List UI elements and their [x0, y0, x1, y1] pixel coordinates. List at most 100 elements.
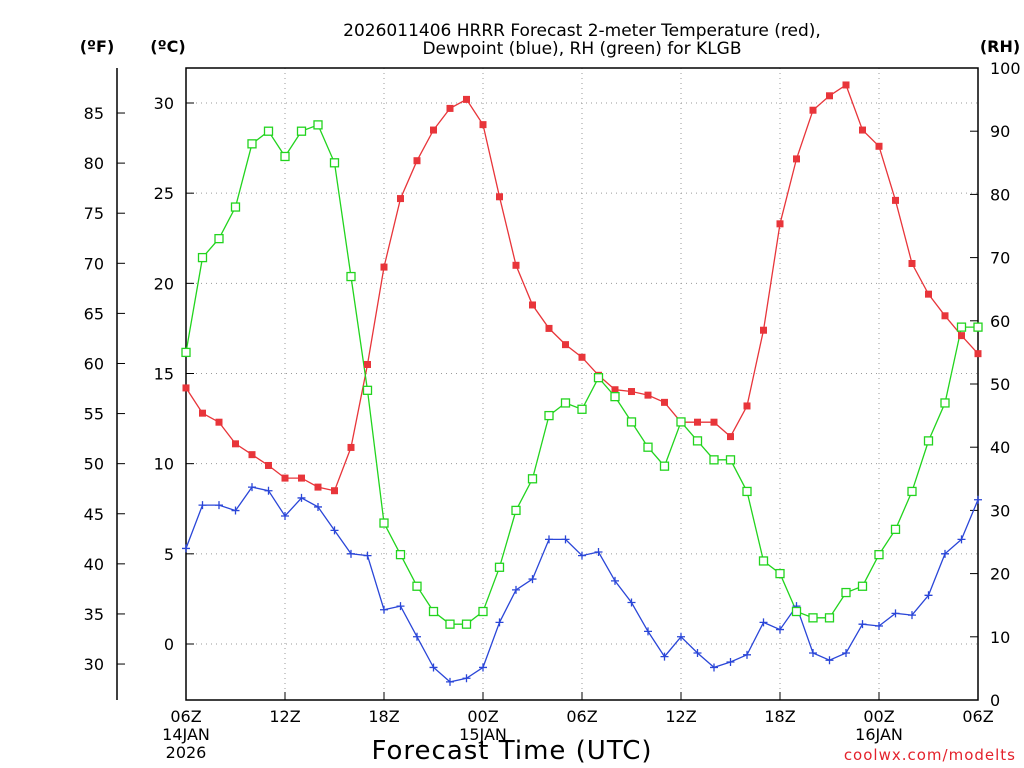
fahrenheit-tick-label: 60 [84, 354, 104, 373]
temperature-data-point [793, 155, 800, 163]
temperature-data-point [578, 353, 586, 361]
rh-unit-label: (RH) [980, 37, 1020, 56]
rh-data-point [874, 549, 884, 560]
x-tick-label: 15JAN [459, 725, 507, 744]
rh-data-point [593, 373, 604, 383]
temperature-data-point [298, 474, 305, 482]
celsius-unit-label: (ºC) [150, 37, 185, 56]
rh-tick-label: 60 [990, 312, 1010, 331]
dewpoint-data-point [726, 658, 735, 667]
temperature-data-point [331, 487, 338, 495]
dewpoint-data-point [957, 535, 966, 544]
rh-data-point [494, 562, 505, 572]
temperature-data-point [958, 332, 965, 340]
dewpoint-data-point [495, 618, 504, 627]
temperature-data-point [199, 409, 206, 417]
rh-data-point [940, 398, 950, 408]
temperature-data-point [628, 388, 635, 396]
dewpoint-data-point [594, 548, 603, 557]
dewpoint-data-point [347, 549, 355, 558]
rh-data-point [758, 556, 769, 566]
rh-data-point [775, 568, 785, 579]
rh-data-point [197, 252, 208, 263]
rh-tick-label: 50 [990, 375, 1010, 394]
temperature-data-point [182, 384, 190, 392]
rh-data-point [808, 613, 818, 623]
dewpoint-data-point [314, 502, 322, 511]
rh-data-point [181, 347, 191, 358]
rh-data-point [263, 126, 274, 136]
fahrenheit-tick-label: 45 [84, 505, 104, 524]
temperature-data-point [925, 290, 932, 298]
rh-data-point [280, 151, 290, 162]
rh-tick-label: 0 [990, 691, 1000, 710]
celsius-tick-label: 20 [154, 274, 174, 293]
rh-data-point [676, 417, 686, 427]
dewpoint-data-point [281, 511, 289, 520]
temperature-data-point [974, 350, 982, 358]
temperature-data-point [941, 312, 949, 320]
rh-data-point [230, 202, 241, 212]
fahrenheit-tick-label: 65 [84, 304, 104, 323]
dewpoint-data-point [875, 621, 883, 630]
temperature-data-point [397, 195, 404, 203]
temperature-data-point [776, 220, 784, 228]
rh-data-point [296, 126, 307, 136]
temperature-data-point [826, 92, 833, 100]
rh-tick-label: 10 [990, 628, 1010, 647]
rh-data-point [659, 461, 670, 471]
rh-data-point [956, 322, 967, 332]
dewpoint-data-point [693, 649, 702, 658]
celsius-tick-label: 30 [154, 94, 174, 113]
rh-data-point [247, 139, 257, 149]
temperature-data-point [413, 157, 421, 165]
rh-data-point [544, 410, 554, 421]
rh-data-point [841, 587, 851, 598]
dewpoint-data-point [182, 544, 190, 553]
temperature-data-point [545, 324, 553, 332]
dewpoint-data-point [231, 506, 240, 515]
temperature-data-point [248, 451, 256, 459]
temperature-data-point [215, 418, 223, 426]
x-tick-label: 18Z [764, 707, 795, 726]
dewpoint-data-point [479, 663, 487, 672]
credit-text: coolwx.com/modelts [844, 746, 1016, 764]
dewpoint-data-point [215, 501, 223, 510]
dewpoint-data-point [710, 663, 718, 672]
rh-tick-label: 40 [990, 438, 1010, 457]
dewpoint-data-point [363, 551, 372, 560]
rh-tick-label: 90 [990, 122, 1010, 141]
dewpoint-data-point [198, 501, 207, 510]
x-tick-label: 12Z [665, 707, 696, 726]
dewpoint-data-point [858, 620, 867, 629]
temperature-data-point [644, 391, 652, 399]
rh-data-point [923, 436, 934, 446]
rh-data-point [527, 474, 538, 484]
rh-data-point [478, 606, 488, 617]
rh-data-point [610, 391, 620, 402]
celsius-tick-label: 10 [154, 455, 174, 474]
dewpoint-data-point [528, 575, 537, 584]
fahrenheit-tick-label: 30 [84, 655, 104, 674]
temperature-data-point [232, 440, 239, 448]
x-tick-label: 16JAN [855, 725, 903, 744]
rh-data-point [973, 322, 983, 332]
temperature-data-point [842, 81, 850, 89]
rh-data-point [857, 581, 868, 591]
x-tick-label: 18Z [368, 707, 399, 726]
rh-tick-label: 30 [990, 501, 1010, 520]
temperature-data-point [562, 341, 569, 349]
x-tick-label: 14JAN [162, 725, 210, 744]
rh-data-point [214, 233, 224, 244]
x-tick-label: 12Z [269, 707, 300, 726]
dewpoint-data-point [578, 551, 586, 560]
chart-title-line: 2026011406 HRRR Forecast 2-meter Tempera… [343, 21, 821, 41]
dewpoint-data-point [842, 649, 850, 658]
dewpoint-data-point [429, 663, 438, 672]
temperature-data-point [529, 301, 536, 309]
dewpoint-data-point [561, 535, 570, 544]
rh-data-point [742, 486, 752, 497]
rh-data-point [626, 417, 637, 427]
rh-data-point [907, 486, 917, 497]
